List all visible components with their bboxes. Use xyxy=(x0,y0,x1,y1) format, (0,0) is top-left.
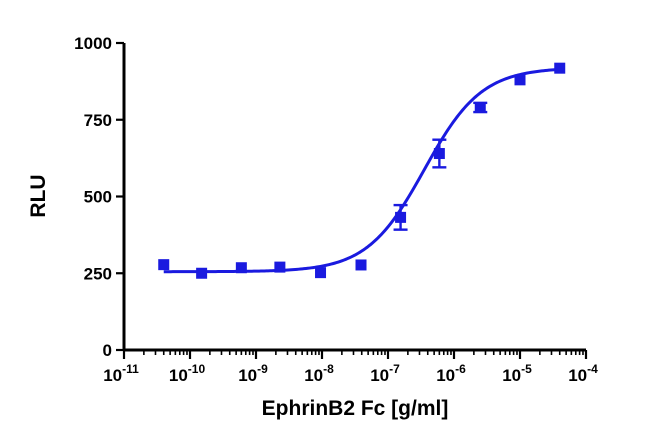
x-tick-label: 10-6 xyxy=(436,362,466,385)
data-point xyxy=(196,267,208,279)
x-tick-label: 10-5 xyxy=(502,362,532,385)
data-point xyxy=(158,259,170,271)
x-tick-label: 10-10 xyxy=(169,362,206,385)
data-point xyxy=(474,101,486,113)
data-point xyxy=(433,148,445,160)
x-tick-label: 10-11 xyxy=(103,362,139,385)
fit-curve xyxy=(163,67,560,274)
plot-area xyxy=(158,62,566,279)
x-tick-label: 10-4 xyxy=(568,362,598,385)
error-bars xyxy=(393,101,488,231)
x-ticks: 10-11 10-10 10-9 10-8 10-7 10-6 10-5 10-4 xyxy=(103,350,598,385)
x-tick-label: 10-8 xyxy=(304,362,334,385)
y-axis: 0 250 500 750 1000 xyxy=(74,34,126,360)
y-tick-label: 0 xyxy=(103,341,112,360)
y-ticks: 0 250 500 750 1000 xyxy=(74,34,124,360)
data-point xyxy=(274,261,286,273)
y-axis-title: RLU xyxy=(27,174,50,217)
data-point xyxy=(355,259,367,271)
data-point xyxy=(554,62,566,74)
x-tick-label: 10-7 xyxy=(370,362,400,385)
y-tick-label: 250 xyxy=(84,264,112,283)
x-tick-label: 10-9 xyxy=(238,362,268,385)
data-point xyxy=(395,211,407,223)
x-axis-title: EphrinB2 Fc [g/ml] xyxy=(262,397,449,420)
data-point xyxy=(315,267,327,279)
x-axis: 10-11 10-10 10-9 10-8 10-7 10-6 10-5 10-4 xyxy=(103,348,598,385)
data-point xyxy=(514,74,526,86)
y-tick-label: 500 xyxy=(84,188,112,207)
data-point xyxy=(235,262,247,274)
data-markers xyxy=(158,62,566,279)
y-tick-label: 1000 xyxy=(74,34,112,53)
y-tick-label: 750 xyxy=(84,111,112,130)
